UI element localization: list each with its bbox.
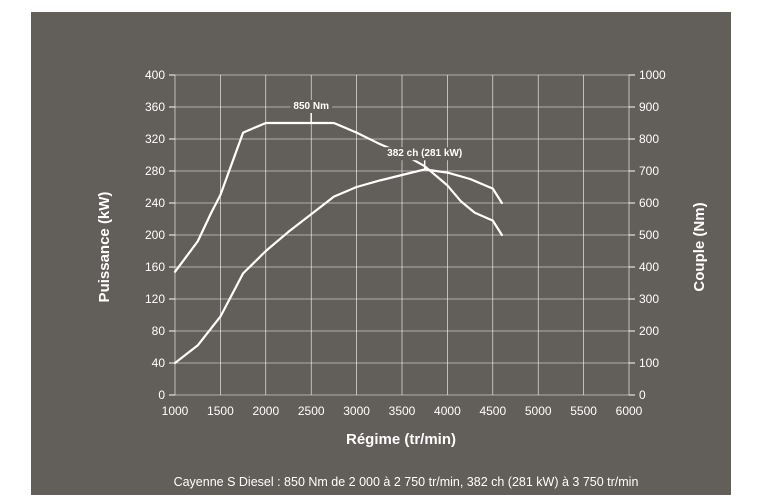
y-left-tick-label: 0: [158, 388, 165, 402]
y-right-tick-label: 600: [639, 196, 659, 210]
y-right-tick-label: 400: [639, 260, 659, 274]
y-left-tick-label: 40: [152, 356, 166, 370]
y-right-tick-label: 100: [639, 356, 659, 370]
x-tick-label: 6000: [616, 404, 643, 418]
annotation-label: 382 ch (281 kW): [387, 148, 462, 159]
annotation-label-background: [290, 100, 333, 113]
chart-panel: 0 40 80 120 160 200 240 280 320 360 400 0 100 200 300 4…: [31, 12, 731, 495]
y-left-tick-label: 400: [145, 68, 165, 82]
y-left-tick-label: 240: [145, 196, 165, 210]
annotations: 850 Nm 382 ch (281 kW): [290, 100, 466, 171]
y-left-tick-label: 80: [152, 324, 166, 338]
y-left-tick-label: 160: [145, 260, 165, 274]
grid: [174, 74, 630, 396]
y-left-tick-label: 280: [145, 164, 165, 178]
y-left-tick-label: 120: [145, 292, 165, 306]
x-tick-label: 3500: [389, 404, 416, 418]
y-left-tick-label: 200: [145, 228, 165, 242]
x-axis-label: Régime (tr/min): [346, 431, 456, 448]
x-tick-label: 5500: [570, 404, 597, 418]
series: [173, 121, 503, 365]
x-tick-label: 1000: [162, 404, 189, 418]
annotation-label: 850 Nm: [293, 101, 329, 112]
y-left-tick-label: 360: [145, 100, 165, 114]
y-axis-left-label: Puissance (kW): [96, 192, 113, 303]
y-axis-right-label: Couple (Nm): [691, 202, 708, 291]
annotation-label-background: [384, 147, 466, 161]
y-right-tick-label: 800: [639, 132, 659, 146]
x-tick-label: 2500: [298, 404, 325, 418]
y-right-tick-label: 500: [639, 228, 659, 242]
y-right-tick-label: 0: [639, 388, 646, 402]
x-tick-label: 2000: [252, 404, 279, 418]
x-tick-label: 1500: [207, 404, 234, 418]
axes: 0408012016020024028032036040001002003004…: [145, 68, 666, 418]
x-tick-label: 4000: [434, 404, 461, 418]
chart-svg: 0408012016020024028032036040001002003004…: [96, 68, 708, 489]
y-right-tick-label: 700: [639, 164, 659, 178]
y-left-tick-label: 320: [145, 132, 165, 146]
series-line-couple: [173, 121, 503, 273]
chart-caption: Cayenne S Diesel : 850 Nm de 2 000 à 2 7…: [174, 475, 639, 489]
x-tick-label: 4500: [479, 404, 506, 418]
y-right-tick-label: 300: [639, 292, 659, 306]
x-tick-label: 3000: [343, 404, 370, 418]
y-right-tick-label: 900: [639, 100, 659, 114]
x-tick-label: 5000: [525, 404, 552, 418]
y-right-tick-label: 200: [639, 324, 659, 338]
series-line-puissance: [173, 168, 503, 365]
y-right-tick-label: 1000: [639, 68, 666, 82]
